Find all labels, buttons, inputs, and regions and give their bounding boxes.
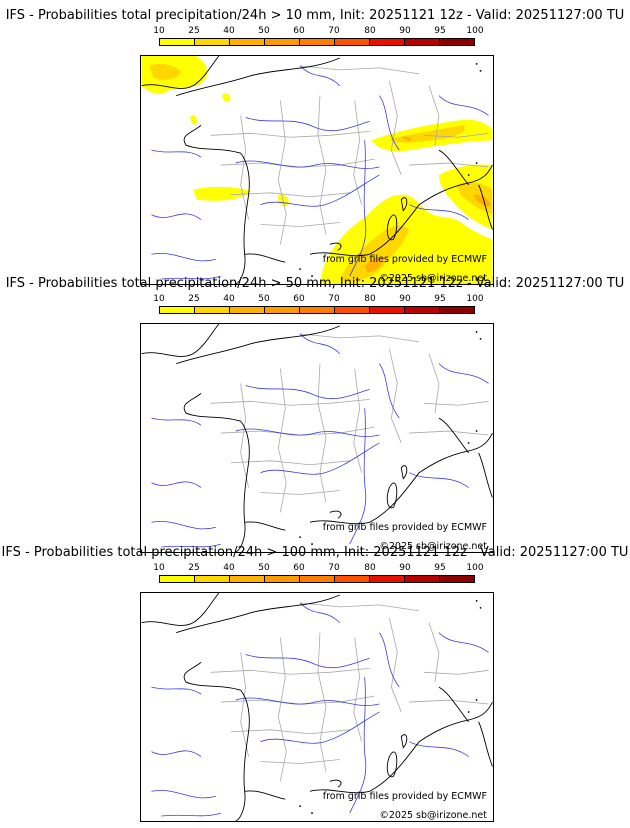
forecast-panel: IFS - Probabilities total precipitation/…	[0, 276, 630, 553]
legend-tick-label: 40	[223, 294, 235, 304]
legend-swatch	[370, 576, 405, 582]
probability-legend: 10 25 40 50 60 70 80 90 95 100	[153, 294, 484, 324]
copyright-credit: ©2025 sb@irizone.net	[379, 810, 487, 821]
legend-swatch	[265, 576, 300, 582]
legend-tick-label: 80	[364, 294, 376, 304]
legend-tick-label: 90	[399, 26, 411, 36]
legend-tick-label: 60	[293, 26, 305, 36]
legend-swatch	[300, 576, 335, 582]
legend-swatch	[405, 39, 440, 45]
forecast-panel: IFS - Probabilities total precipitation/…	[0, 545, 630, 822]
copyright-credit: ©2025 sb@irizone.net	[379, 541, 487, 552]
legend-tick-label: 70	[328, 26, 340, 36]
legend-tick-label: 90	[399, 294, 411, 304]
map: from grib files provided by ECMWF ©2025 s…	[140, 592, 494, 822]
legend-tick-label: 80	[364, 563, 376, 573]
basemap-france	[141, 324, 493, 552]
legend-tick-label: 95	[434, 26, 446, 36]
legend-tick-label: 25	[188, 563, 200, 573]
legend-tick-label: 50	[258, 563, 270, 573]
legend-tick-label: 70	[328, 294, 340, 304]
legend-swatch	[440, 39, 474, 45]
legend-tick-label: 60	[293, 563, 305, 573]
legend-swatch	[335, 307, 370, 313]
legend-swatch	[160, 39, 195, 45]
data-source-credit: from grib files provided by ECMWF	[322, 254, 487, 265]
legend-swatch	[195, 39, 230, 45]
probability-legend: 10 25 40 50 60 70 80 90 95 100	[153, 563, 484, 593]
panel-title: IFS - Probabilities total precipitation/…	[5, 8, 625, 23]
legend-swatch	[300, 39, 335, 45]
legend-tick-label: 50	[258, 294, 270, 304]
probability-legend: 10 25 40 50 60 70 80 90 95 100	[153, 26, 484, 56]
panel-title: IFS - Probabilities total precipitation/…	[1, 545, 629, 560]
legend-swatch	[335, 39, 370, 45]
legend-swatch	[370, 39, 405, 45]
legend-tick-label: 40	[223, 26, 235, 36]
legend-tick-label: 95	[434, 563, 446, 573]
legend-swatch	[335, 576, 370, 582]
legend-swatch	[160, 307, 195, 313]
legend-tick-label: 50	[258, 26, 270, 36]
legend-tick-label: 10	[153, 294, 165, 304]
data-source-credit: from grib files provided by ECMWF	[322, 522, 487, 533]
legend-tick-label: 95	[434, 294, 446, 304]
data-source-credit: from grib files provided by ECMWF	[322, 791, 487, 802]
legend-color-bar	[159, 38, 475, 46]
legend-tick-label: 100	[466, 563, 484, 573]
legend-color-bar	[159, 306, 475, 314]
legend-color-bar	[159, 575, 475, 583]
legend-swatch	[265, 307, 300, 313]
legend-swatch	[440, 307, 474, 313]
legend-tick-label: 25	[188, 26, 200, 36]
legend-swatch	[230, 307, 265, 313]
legend-tick-label: 60	[293, 294, 305, 304]
map-canvas	[141, 56, 493, 284]
basemap-france	[141, 593, 493, 821]
legend-tick-label: 10	[153, 26, 165, 36]
legend-tick-label: 25	[188, 294, 200, 304]
legend-swatch	[265, 39, 300, 45]
legend-tick-label: 70	[328, 563, 340, 573]
legend-swatch	[230, 39, 265, 45]
copyright-credit: ©2025 sb@irizone.net	[379, 273, 487, 284]
legend-swatch	[195, 576, 230, 582]
forecast-panel: IFS - Probabilities total precipitation/…	[0, 8, 630, 285]
map: from grib files provided by ECMWF ©2025 s…	[140, 55, 494, 285]
legend-tick-label: 90	[399, 563, 411, 573]
legend-swatch	[405, 576, 440, 582]
legend-tick-label: 40	[223, 563, 235, 573]
legend-tick-label: 10	[153, 563, 165, 573]
panel-title: IFS - Probabilities total precipitation/…	[5, 276, 625, 291]
legend-tick-label: 100	[466, 26, 484, 36]
legend-swatch	[370, 307, 405, 313]
map-canvas	[141, 593, 493, 821]
legend-swatch	[405, 307, 440, 313]
legend-swatch	[160, 576, 195, 582]
legend-tick-label: 80	[364, 26, 376, 36]
map: from grib files provided by ECMWF ©2025 s…	[140, 323, 494, 553]
legend-swatch	[300, 307, 335, 313]
legend-swatch	[195, 307, 230, 313]
legend-swatch	[440, 576, 474, 582]
legend-swatch	[230, 576, 265, 582]
map-canvas	[141, 324, 493, 552]
legend-tick-label: 100	[466, 294, 484, 304]
